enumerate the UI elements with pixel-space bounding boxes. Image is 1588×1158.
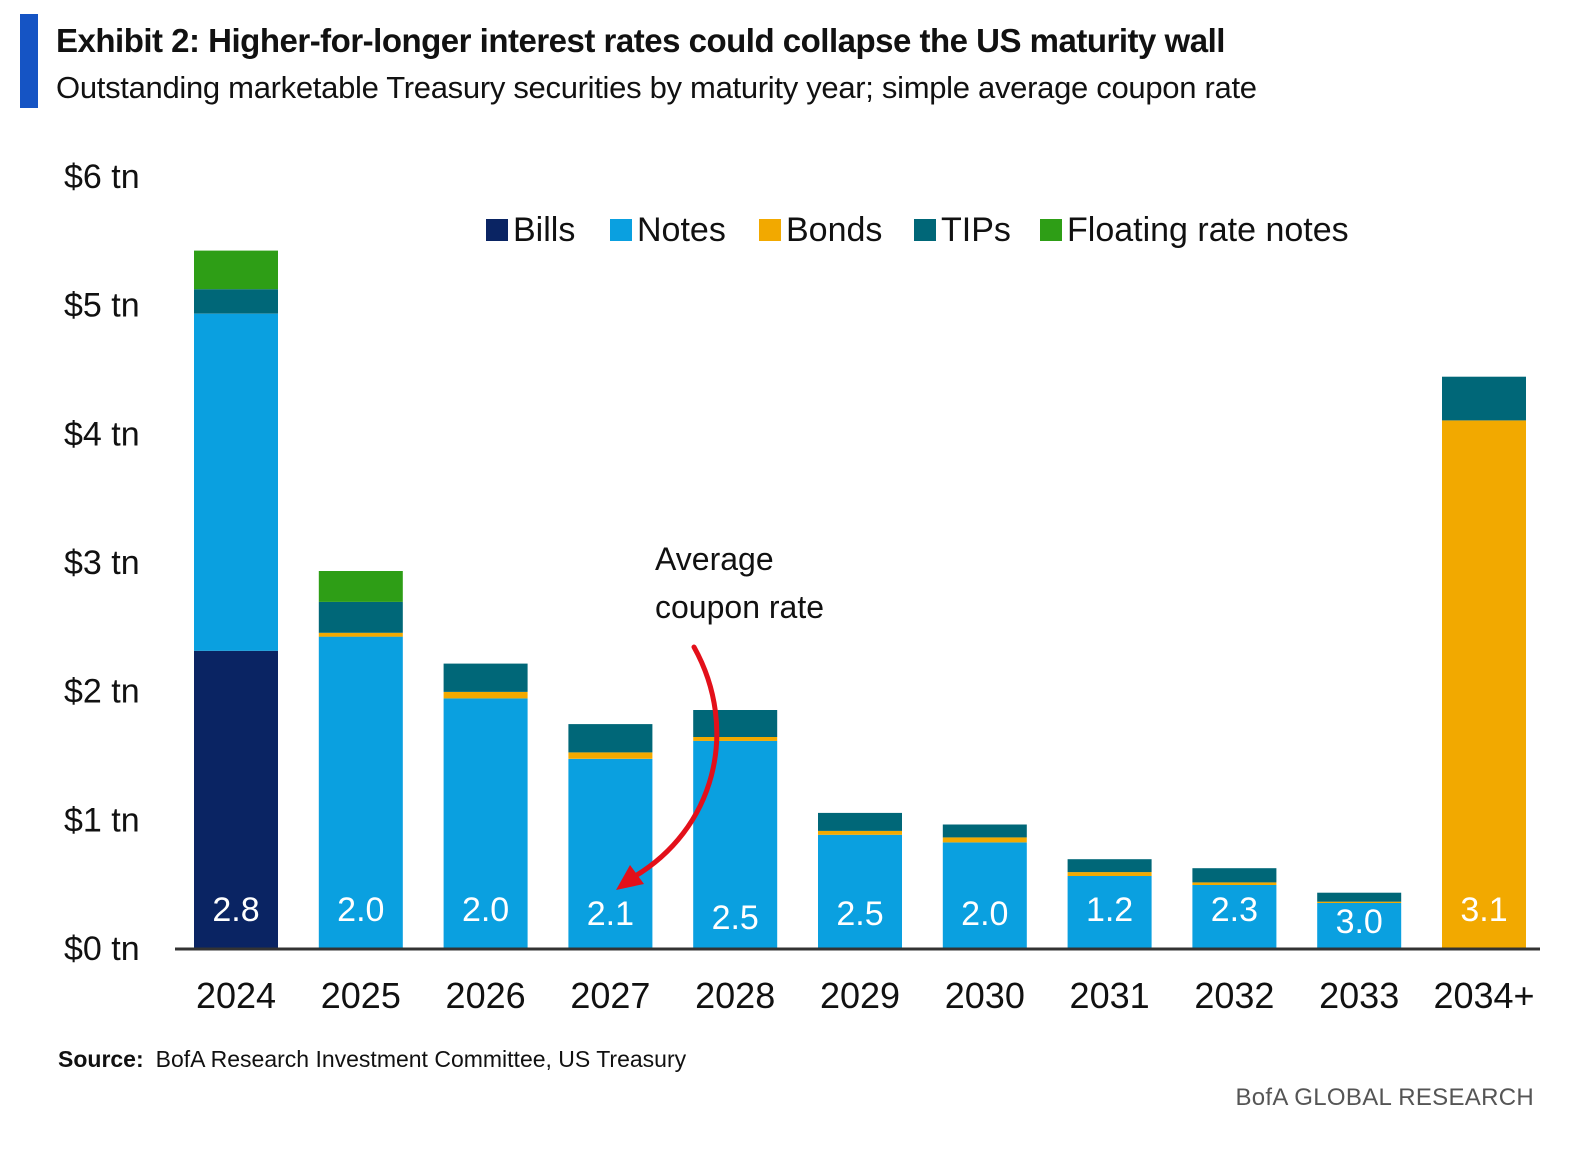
x-tick-label: 2034+ (1433, 975, 1534, 1016)
chart-subtitle: Outstanding marketable Treasury securiti… (56, 70, 1257, 105)
bar-tips-2029 (818, 812, 902, 831)
bar-tips-2028 (693, 710, 778, 737)
legend-label: Bonds (786, 211, 882, 249)
y-tick-label: $5 tn (64, 287, 140, 325)
source-label: Source: (58, 1046, 144, 1072)
bar-bonds-2026 (443, 692, 528, 699)
y-tick-label: $3 tn (64, 544, 140, 582)
bar-notes-2025 (318, 636, 403, 948)
x-tick-label: 2033 (1319, 975, 1399, 1016)
bar-notes-2031 (1067, 875, 1152, 948)
coupon-label: 2.5 (712, 899, 759, 937)
bar-bills-2024 (194, 650, 278, 948)
legend-swatch (914, 219, 936, 241)
x-tick-label: 2028 (695, 975, 775, 1016)
chart-title: Exhibit 2: Higher-for-longer interest ra… (56, 22, 1225, 59)
legend-label: Bills (513, 211, 575, 249)
bar-bonds-2030 (942, 837, 1027, 843)
accent-bar (20, 14, 38, 108)
x-tick-label: 2029 (820, 975, 900, 1016)
legend-swatch (486, 219, 508, 241)
x-tick-label: 2032 (1194, 975, 1274, 1016)
x-tick-label: 2025 (321, 975, 401, 1016)
coupon-label: 2.1 (587, 895, 634, 933)
y-tick-label: $1 tn (64, 801, 140, 839)
bar-floating-rate-notes-2025 (318, 571, 403, 602)
legend-label: Notes (637, 211, 726, 249)
bar-bonds-2033 (1317, 901, 1402, 903)
x-tick-label: 2030 (945, 975, 1025, 1016)
annotation: Average coupon rate (616, 541, 824, 890)
bar-notes-2029 (818, 834, 902, 948)
bar-tips-2025 (318, 601, 403, 633)
bar-notes-2028 (693, 740, 778, 948)
coupon-label: 2.0 (961, 895, 1008, 933)
brand-mark: BofA GLOBAL RESEARCH (1235, 1084, 1534, 1111)
x-tick-label: 2031 (1070, 975, 1150, 1016)
source-text: BofA Research Investment Committee, US T… (155, 1046, 687, 1072)
bar-bonds-2027 (568, 752, 653, 759)
y-tick-label: $6 tn (64, 158, 140, 196)
coupon-label: 2.0 (337, 891, 384, 929)
bar-notes-2032 (1192, 885, 1277, 948)
annotation-arrowhead (616, 865, 644, 890)
bar-tips-2032 (1192, 868, 1277, 883)
coupon-label: 2.3 (1211, 891, 1258, 929)
bar-notes-2027 (568, 758, 653, 948)
bar-tips-2026 (443, 663, 528, 692)
coupon-label: 1.2 (1086, 891, 1133, 929)
y-tick-label: $0 tn (64, 930, 140, 968)
bar-tips-2033 (1317, 892, 1402, 902)
legend-swatch (610, 219, 632, 241)
legend: Bills Notes Bonds TIPs Floating rate notes (486, 211, 1349, 249)
bar-bonds-2031 (1067, 872, 1152, 876)
x-tick-label: 2027 (570, 975, 650, 1016)
legend-swatch (1040, 219, 1062, 241)
bar-tips-2030 (942, 824, 1027, 838)
y-axis: $0 tn $1 tn $2 tn $3 tn $4 tn $5 tn $6 tn (64, 158, 140, 968)
bar-tips-2034plus (1442, 376, 1526, 421)
coupon-label: 3.0 (1336, 903, 1383, 941)
chart: $0 tn $1 tn $2 tn $3 tn $4 tn $5 tn $6 tn 2024… (64, 158, 1540, 1016)
coupon-labels: 2.8 2.0 2.0 2.1 2.5 2.5 2.0 1.2 2.3 3.0 3.1 (212, 891, 1507, 941)
y-tick-label: $2 tn (64, 673, 140, 711)
x-tick-label: 2024 (196, 975, 276, 1016)
bar-bonds-2032 (1192, 882, 1277, 885)
bar-bonds-2025 (318, 632, 403, 637)
y-tick-label: $4 tn (64, 415, 140, 453)
source-note: Source: BofA Research Investment Committe… (58, 1046, 686, 1073)
bar-tips-2024 (194, 289, 278, 314)
x-tick-label: 2026 (446, 975, 526, 1016)
coupon-label: 2.0 (462, 891, 509, 929)
legend-label: TIPs (941, 211, 1011, 249)
bars-layer (194, 250, 1526, 948)
legend-label: Floating rate notes (1067, 211, 1349, 249)
x-axis: 2024 2025 2026 2027 2028 2029 2030 2031 2032 2033… (175, 947, 1540, 1016)
bar-bonds-2034plus (1442, 420, 1526, 948)
bar-tips-2031 (1067, 859, 1152, 873)
annotation-line-2: coupon rate (655, 589, 824, 625)
bar-notes-2030 (942, 842, 1027, 948)
bar-bonds-2029 (818, 830, 902, 835)
bar-notes-2033 (1317, 903, 1402, 948)
coupon-label: 3.1 (1460, 891, 1507, 929)
bar-bonds-2028 (693, 737, 778, 741)
bar-tips-2027 (568, 724, 653, 753)
coupon-label: 2.5 (836, 895, 883, 933)
annotation-line-1: Average (655, 541, 774, 577)
bar-floating-rate-notes-2024 (194, 250, 278, 290)
legend-swatch (759, 219, 781, 241)
bar-notes-2026 (443, 698, 528, 948)
bar-notes-2024 (194, 313, 278, 651)
coupon-label: 2.8 (212, 891, 259, 929)
annotation-arrow (629, 644, 720, 881)
